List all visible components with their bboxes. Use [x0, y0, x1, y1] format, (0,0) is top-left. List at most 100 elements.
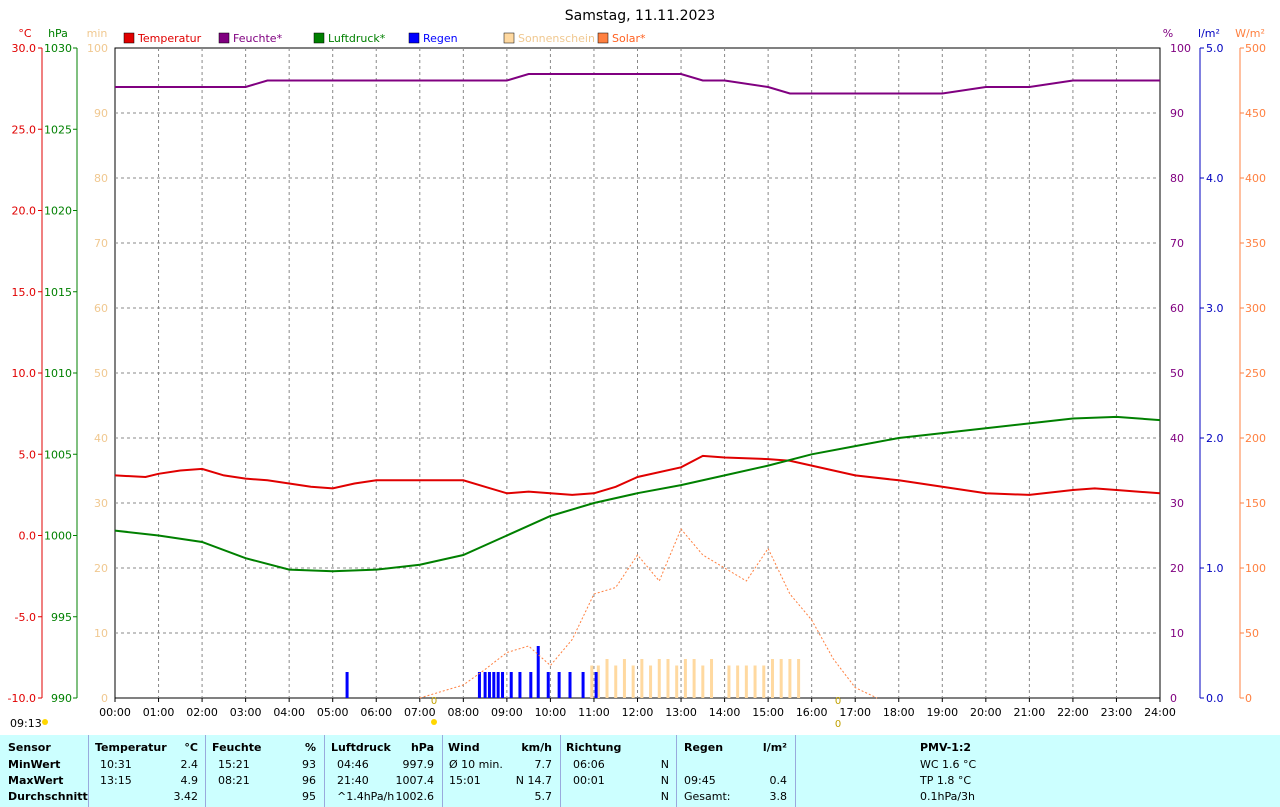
sunshine-bar: [788, 659, 792, 698]
pressure-time: ^1.4hPa/h: [337, 790, 395, 803]
legend-label: Luftdruck*: [328, 32, 386, 45]
rain-bar: [487, 672, 491, 698]
rain-bar: [536, 646, 540, 698]
pmv-value: TP 1.8 °C: [920, 774, 972, 787]
rain-tick-label: 2.0: [1206, 432, 1224, 445]
humidity-tick-label: 80: [1170, 172, 1184, 185]
pressure-tick-label: 1010: [44, 367, 72, 380]
solar-tick-label: 300: [1245, 302, 1266, 315]
chart-title: Samstag, 11.11.2023: [565, 8, 715, 24]
solar-tick-label: 150: [1245, 497, 1266, 510]
rain-time: Gesamt:: [684, 790, 731, 803]
x-tick-label: 14:00: [709, 706, 741, 719]
sunshine-bar: [614, 665, 618, 698]
direction-value: N: [660, 790, 669, 803]
sunshine-bar: [631, 665, 635, 698]
x-tick-label: 21:00: [1014, 706, 1046, 719]
header-direction: Richtung: [566, 741, 622, 754]
sunshine-bar: [770, 659, 774, 698]
x-tick-label: 13:00: [665, 706, 697, 719]
rain-tick-label: 3.0: [1206, 302, 1224, 315]
rain-bar: [529, 672, 533, 698]
table-separator: [442, 735, 443, 807]
sun-tick-label: 70: [94, 237, 108, 250]
solar-tick-label: 200: [1245, 432, 1266, 445]
sunshine-bar: [590, 665, 594, 698]
humidity-time: 08:21: [218, 774, 250, 787]
sunshine-bar: [675, 665, 679, 698]
temp-value: 4.9: [180, 774, 199, 787]
header-wind: Wind: [448, 741, 480, 754]
humidity-value: 93: [302, 758, 316, 771]
pressure-time: 04:46: [337, 758, 369, 771]
temp-tick-label: -5.0: [15, 611, 36, 624]
x-axis: 00:00 01:00 02:00 03:00 04:00 05:00 06:00 07:00…: [99, 698, 1176, 719]
header-humidity-unit: %: [304, 741, 316, 754]
sunshine-bar: [649, 665, 653, 698]
rain-bar: [518, 672, 522, 698]
sunset-zero-label: 0: [835, 696, 841, 707]
direction-value: N: [660, 774, 669, 787]
pressure-tick-label: 1005: [44, 448, 72, 461]
wind-value: 7.7: [534, 758, 553, 771]
direction-time: 00:01: [573, 774, 605, 787]
x-tick-label: 11:00: [578, 706, 610, 719]
rain-bar: [509, 672, 513, 698]
sunrise-dot: [42, 719, 48, 725]
rain-tick-label: 0.0: [1206, 692, 1224, 705]
sunshine-bar: [727, 665, 731, 698]
sunshine-bar: [692, 659, 696, 698]
humidity-tick-label: 40: [1170, 432, 1184, 445]
rain-bar: [496, 672, 500, 698]
pmv-value: 0.1hPa/3h: [920, 790, 976, 803]
legend-swatch: [408, 32, 420, 44]
x-tick-label: 06:00: [360, 706, 392, 719]
wind-time: Ø 10 min.: [449, 758, 503, 771]
humidity-tick-label: 30: [1170, 497, 1184, 510]
pressure-tick-label: 1020: [44, 205, 72, 218]
humidity-tick-label: 50: [1170, 367, 1184, 380]
left-axes: 30.025.020.015.010.05.00.0-5.0-10.010301…: [8, 42, 108, 705]
header-pressure-unit: hPa: [410, 741, 434, 754]
sunshine-bar: [736, 665, 740, 698]
header-wind-unit: km/h: [521, 741, 552, 754]
solar-tick-label: 500: [1245, 42, 1266, 55]
sun-tick-label: 40: [94, 432, 108, 445]
pressure-tick-label: 1025: [44, 123, 72, 136]
humidity-line: [115, 73, 1160, 95]
legend-swatch: [503, 32, 515, 44]
wind-value: N 14.7: [515, 774, 552, 787]
x-tick-label: 10:00: [535, 706, 567, 719]
header-rain-unit: l/m²: [762, 741, 787, 754]
temp-value: 2.4: [180, 758, 199, 771]
x-tick-label: 09:00: [491, 706, 523, 719]
x-tick-label: 04:00: [273, 706, 305, 719]
solar-tick-label: 0: [1245, 692, 1252, 705]
row-label: MinWert: [8, 758, 61, 771]
solar-tick-label: 350: [1245, 237, 1266, 250]
legend-label: Regen: [423, 32, 458, 45]
legend-swatch: [218, 32, 230, 44]
x-tick-label: 16:00: [796, 706, 828, 719]
pressure-value: 1002.6: [395, 790, 435, 803]
solar-tick-label: 100: [1245, 562, 1266, 575]
rain-bar: [546, 672, 550, 698]
solar-tick-label: 450: [1245, 107, 1266, 120]
sunshine-bar: [666, 659, 670, 698]
wind-time: 15:01: [449, 774, 481, 787]
sunrise-time: 09:13: [10, 717, 42, 730]
x-tick-label: 23:00: [1101, 706, 1133, 719]
sun-tick-label: 30: [94, 497, 108, 510]
pressure-tick-label: 1015: [44, 286, 72, 299]
pressure-tick-label: 1030: [44, 42, 72, 55]
pmv-value: WC 1.6 °C: [920, 758, 977, 771]
pressure-tick-label: 1000: [44, 530, 72, 543]
temp-tick-label: 15.0: [12, 286, 37, 299]
sunshine-bar: [701, 665, 705, 698]
markers: 09:13 0 0 0: [10, 696, 841, 730]
rain-bar: [477, 672, 481, 698]
bars: [345, 646, 801, 698]
sunshine-bar: [779, 659, 783, 698]
x-tick-label: 22:00: [1057, 706, 1089, 719]
temp-tick-label: 10.0: [12, 367, 37, 380]
